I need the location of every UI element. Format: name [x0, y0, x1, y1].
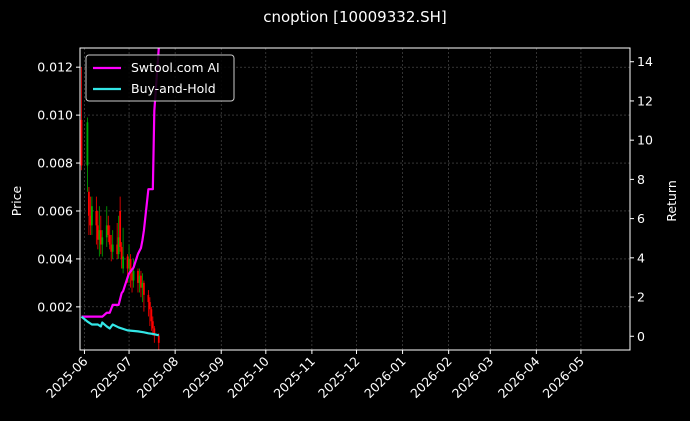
candlestick [117, 215, 120, 259]
y2-tick-label: 14 [637, 54, 653, 69]
candle-body [80, 119, 83, 166]
candle-body [157, 335, 160, 343]
candle-body [153, 328, 156, 336]
return-series [80, 47, 160, 337]
candle-body [89, 215, 92, 226]
legend-label-hold: Buy-and-Hold [131, 81, 216, 96]
candlestick [95, 196, 98, 245]
candle-body [110, 244, 113, 252]
candlestick [141, 273, 144, 303]
candle-body [117, 237, 120, 255]
candle-body [116, 244, 119, 255]
buy-hold-return-line [80, 315, 160, 337]
candle-body [132, 270, 135, 281]
candlestick [120, 242, 123, 269]
y2-tick-label: 2 [637, 290, 645, 305]
candle-body [120, 246, 123, 259]
candle-body [86, 122, 89, 166]
candlestick [138, 268, 141, 293]
legend: Swtool.com AI Buy-and-Hold [85, 54, 235, 102]
candle-body [95, 210, 98, 226]
candlestick [88, 187, 90, 235]
candlestick [105, 206, 108, 247]
candle-body [107, 225, 110, 235]
y2-tick-label: 4 [637, 250, 645, 265]
y-tick-label: 0.002 [37, 299, 73, 314]
y-tick-label: 0.010 [37, 108, 73, 123]
candlesticks [80, 67, 160, 350]
plot-frame [79, 47, 631, 351]
candlestick [119, 196, 122, 252]
candle-body [90, 206, 93, 226]
y2-tick-label: 8 [637, 172, 645, 187]
y-tick-label: 0.006 [37, 203, 73, 218]
candle-body [99, 230, 102, 245]
y2-tick-label: 12 [637, 93, 653, 108]
candlestick [148, 297, 151, 327]
ai-return-line [81, 47, 160, 318]
candle-body [151, 321, 154, 329]
candle-body [150, 309, 153, 322]
y-tick-label: 0.012 [37, 60, 73, 75]
legend-box [85, 54, 235, 102]
candlestick [96, 210, 99, 250]
candlestick [111, 230, 114, 259]
candle-body [101, 237, 104, 245]
candlestick [131, 268, 133, 293]
candle-body [122, 256, 125, 269]
candlestick [101, 230, 104, 257]
candlestick [80, 67, 83, 171]
candle-body [128, 258, 130, 269]
y2-tick-label: 10 [637, 133, 653, 148]
candle-body [148, 302, 151, 310]
candle-body [138, 275, 141, 283]
candlestick [89, 196, 92, 235]
candle-body [119, 210, 122, 247]
candlestick [107, 215, 110, 243]
candlestick [98, 206, 101, 257]
candlestick [147, 290, 150, 317]
candlestick [99, 215, 102, 255]
candlestick [151, 316, 154, 336]
y-axis-label: Price [9, 185, 24, 216]
candle-body [126, 256, 129, 269]
candlestick [110, 234, 113, 262]
candle-body [143, 282, 145, 295]
y-axis-left: 0.002 0.004 0.006 0.008 0.010 0.012 [37, 60, 80, 314]
candle-body [88, 191, 90, 216]
y-axis-right: 0 2 4 6 8 10 12 14 [630, 54, 653, 344]
y-tick-label: 0.008 [37, 156, 73, 171]
candlestick [116, 222, 119, 259]
y2-tick-label: 0 [637, 329, 645, 344]
chart-title: cnoption [10009332.SH] [263, 8, 447, 26]
candle-body [105, 225, 108, 238]
y-tick-label: 0.004 [37, 251, 73, 266]
candle-body [111, 244, 114, 252]
candlestick [143, 280, 145, 312]
candle-body [137, 270, 139, 283]
y2-tick-label: 6 [637, 211, 645, 226]
candlestick [140, 270, 142, 298]
candlestick [150, 306, 153, 331]
candlestick [90, 196, 93, 235]
candle-body [129, 258, 132, 274]
candle-body [140, 275, 142, 288]
candlestick [122, 227, 125, 274]
candlestick [86, 117, 89, 192]
candlestick [137, 268, 139, 293]
candle-body [96, 225, 99, 240]
legend-label-ai: Swtool.com AI [131, 60, 220, 75]
candle-body [98, 230, 101, 240]
candle-body [108, 234, 111, 245]
candlestick [108, 225, 111, 250]
candle-body [147, 294, 150, 303]
candle-body [141, 282, 144, 288]
candlestick [132, 258, 135, 288]
candle-body [131, 273, 133, 281]
y2-axis-label: Return [664, 180, 679, 221]
candlestick [157, 333, 160, 350]
